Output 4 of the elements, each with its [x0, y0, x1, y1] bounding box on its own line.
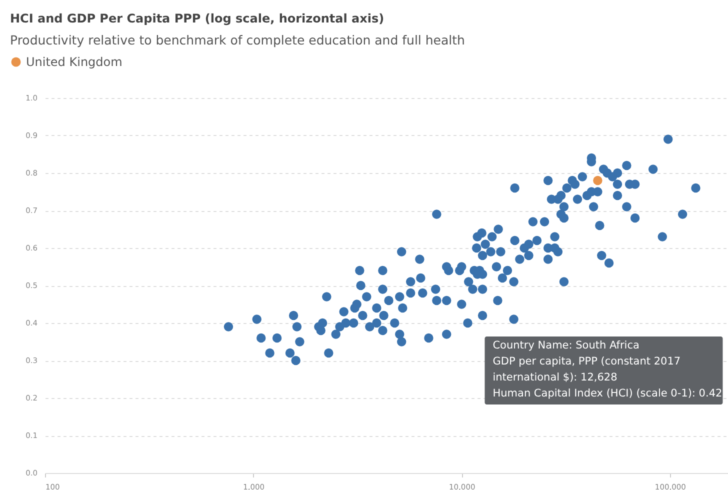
legend-label: United Kingdom: [26, 55, 122, 69]
chart-subtitle: Productivity relative to benchmark of complete education and full health: [10, 32, 465, 48]
chart-title: HCI and GDP Per Capita PPP (log scale, horizontal axis): [10, 12, 384, 26]
annotation: Country Name: South Africa GDP per capita, PPP (constant 2017 international $): 12,628 Human Capital Index (HCI) (scale 0-1): 0.42: [492, 340, 722, 400]
